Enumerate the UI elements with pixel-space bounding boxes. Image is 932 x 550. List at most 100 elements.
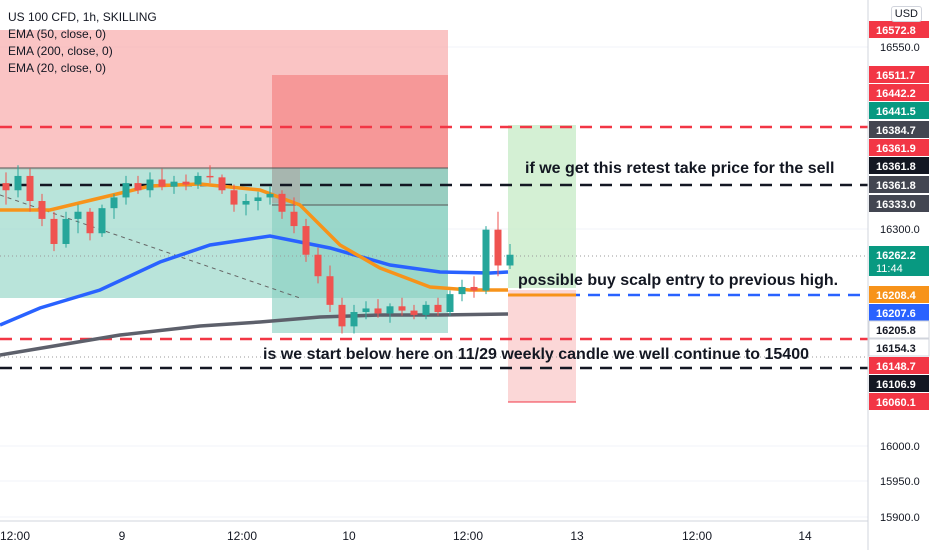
candle-body [50,218,58,244]
candle-body [398,306,406,311]
price-label-tag [869,21,929,38]
price-label-text: 16361.8 [876,161,916,173]
candle-body [98,208,106,234]
ema-200-line [0,234,509,327]
price-label-text: 16207.6 [876,308,916,320]
candle-body [146,179,154,191]
indicator-ema-20[interactable]: EMA (20, close, 0) [8,61,107,75]
price-label-tag [869,157,929,174]
price-label-text: 16511.7 [876,70,915,82]
candle-body [302,226,310,255]
candle-body [218,177,226,191]
candle-body [266,193,274,198]
candle-body [386,306,394,314]
candle-body [182,181,190,185]
candle-body [134,183,142,191]
price-label-text: 16154.3 [876,343,916,355]
currency-badge[interactable]: USD [890,6,922,22]
price-label-tag [869,176,929,193]
sell-retest-annotation: if we get this retest take price for the… [525,160,835,177]
price-label-text: 16205.8 [876,325,916,337]
price-label-tag [868,338,930,357]
candle-body [62,218,70,244]
candle-body [242,201,250,205]
candle-body [458,286,466,295]
price-label-text: 16361.8 [876,180,916,192]
price-label-text: 16384.7 [876,125,916,137]
price-label-text: 16333.0 [876,199,916,211]
candle-body [230,190,238,205]
y-tick-label: 16550.0 [880,42,920,54]
x-tick-label: 12:00 [682,529,712,543]
candle-body [170,181,178,187]
y-tick-label: 16000.0 [880,441,920,453]
candle-body [374,308,382,314]
buy-scalp-annotation: possible buy scalp entry to previous hig… [518,272,839,289]
price-label-text: 16572.8 [876,25,916,37]
price-label-tag [869,139,929,156]
candle-body [254,197,262,202]
y-tick-label: 15900.0 [880,512,920,524]
x-tick-label: 12:00 [227,529,257,543]
candle-body [314,254,322,277]
candle-body [422,304,430,315]
candle-body [446,294,454,313]
candle-body [122,183,130,198]
price-label-text: 16060.1 [876,397,916,409]
chart-legend: US 100 CFD, 1h, SKILLING EMA (50, close,… [8,9,157,77]
price-label-tag [869,375,929,392]
price-label-text: 16106.9 [876,379,916,391]
candle-body [206,175,214,178]
candle-body [110,197,118,209]
price-label-text: 16208.4 [876,290,917,302]
price-label-tag [869,393,929,410]
x-tick-label: 14 [798,529,812,543]
x-tick-label: 12:00 [0,529,30,543]
y-tick-label: 15950.0 [880,476,920,488]
price-label-tag [869,286,929,303]
price-label-text: 16262.2 [876,250,916,262]
x-tick-label: 10 [342,529,356,543]
price-label-tag [869,102,929,119]
x-tick-label: 13 [570,529,584,543]
price-label-text: 16442.2 [876,88,916,100]
candle-body [278,193,286,212]
candle-body [86,211,94,234]
price-label-tag [869,84,929,101]
candle-body [410,310,418,315]
price-label-text: 16361.9 [876,143,916,155]
demand-zone-inner [272,168,448,333]
candle-body [194,175,202,185]
candle-body [38,201,46,219]
y-tick-label: 16300.0 [880,224,920,236]
symbol-title: US 100 CFD, 1h, SKILLING [8,10,157,24]
candle-body [326,276,334,305]
price-label-tag [869,304,929,321]
candle-body [482,229,490,291]
price-label-text: 16148.7 [876,361,916,373]
candle-body [350,312,358,327]
candle-body [26,175,34,202]
ema-20-line [0,312,509,357]
price-label-tag [869,357,929,374]
candle-body [14,175,22,191]
candle-body [158,179,166,187]
weekly-candle-annotation: is we start below here on 11/29 weekly c… [263,346,809,363]
long-stop-zone [508,290,576,402]
price-label-tag [869,121,929,138]
x-tick-label: 12:00 [453,529,483,543]
price-label-text: 16441.5 [876,106,916,118]
x-tick-label: 9 [119,529,126,543]
indicator-ema-200[interactable]: EMA (200, close, 0) [8,44,113,58]
long-target-zone [508,125,576,288]
price-label-tag [869,246,929,276]
price-label-tag [869,195,929,212]
candle-body [470,286,478,291]
candle-body [362,308,370,313]
candle-body [74,211,82,219]
candle-body [434,304,442,313]
trend-line [0,194,301,299]
candle-body [2,183,10,191]
indicator-ema-50[interactable]: EMA (50, close, 0) [8,27,107,41]
